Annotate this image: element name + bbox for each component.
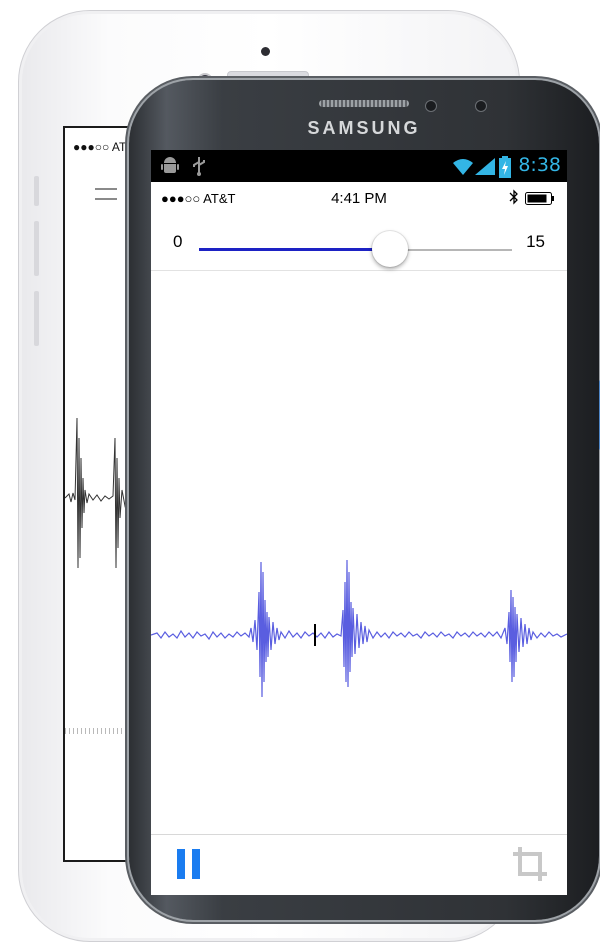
samsung-logo: SAMSUNG	[307, 118, 421, 138]
waveform-svg	[151, 559, 567, 698]
app-status-bar: ●●●○○ AT&T 4:41 PM	[151, 182, 567, 212]
slider-fill	[199, 248, 390, 251]
iphone-volume-up-button	[34, 221, 39, 276]
battery-charging-icon	[499, 156, 511, 178]
usb-icon	[193, 157, 205, 176]
bottom-toolbar	[151, 834, 567, 895]
samsung-earpiece	[319, 100, 409, 107]
carrier-info: ●●●○○ AT&T	[161, 191, 235, 206]
iphone-mute-switch	[34, 176, 39, 206]
signal-dots: ●●●○○	[161, 191, 201, 206]
front-samsung-device: SAMSUNG	[129, 80, 600, 920]
slider-track[interactable]	[199, 231, 512, 267]
iphone-waveform	[65, 418, 152, 569]
waveform-trace	[151, 559, 567, 698]
time-range-slider-row: 0 15	[151, 212, 567, 271]
crop-icon[interactable]	[513, 847, 547, 881]
android-clock: 8:38	[518, 154, 561, 176]
iphone-signal: ●●●○○	[73, 140, 110, 154]
samsung-front-camera	[475, 100, 487, 112]
playhead-cursor[interactable]	[314, 624, 316, 646]
android-debug-icon	[161, 157, 179, 173]
app-screen: 8:38 ●●●○○ AT&T 4:41 PM 0	[151, 150, 567, 895]
slider-thumb[interactable]	[371, 231, 408, 267]
battery-icon	[525, 192, 554, 205]
slider-min-label: 0	[173, 232, 183, 251]
pause-icon[interactable]	[177, 849, 203, 879]
wifi-icon	[453, 159, 473, 175]
iphone-camera-dot	[261, 47, 270, 56]
android-status-bar: 8:38	[151, 150, 567, 182]
bluetooth-icon	[509, 189, 518, 205]
hamburger-menu-icon[interactable]	[95, 188, 117, 208]
samsung-sensor	[425, 100, 437, 112]
waveform-view[interactable]	[151, 332, 567, 812]
slider-max-label: 15	[526, 232, 545, 251]
status-time: 4:41 PM	[331, 190, 387, 207]
signal-icon	[475, 158, 495, 175]
carrier-name: AT&T	[203, 191, 236, 206]
iphone-volume-down-button	[34, 291, 39, 346]
